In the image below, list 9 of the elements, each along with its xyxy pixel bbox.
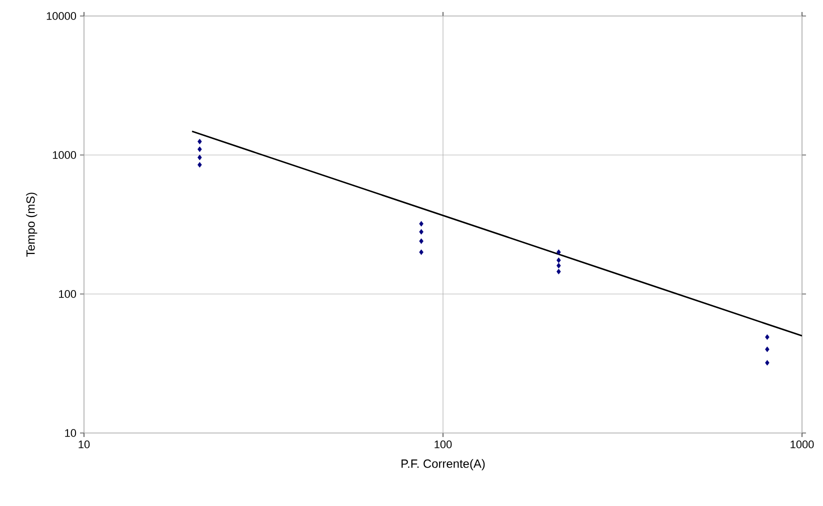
y-axis-title: Tempo (mS): [26, 192, 38, 257]
x-axis-title: P.F. Corrente(A): [402, 459, 485, 470]
y-tick-label: 10000: [46, 12, 76, 20]
y-tick-label: 1000: [52, 151, 76, 159]
x-tick-label: 100: [434, 440, 452, 448]
x-tick-label: 10: [78, 440, 90, 448]
y-tick-label: 100: [59, 290, 76, 298]
y-tick-label: 10: [65, 429, 76, 437]
x-tick-label: 1000: [790, 440, 814, 448]
